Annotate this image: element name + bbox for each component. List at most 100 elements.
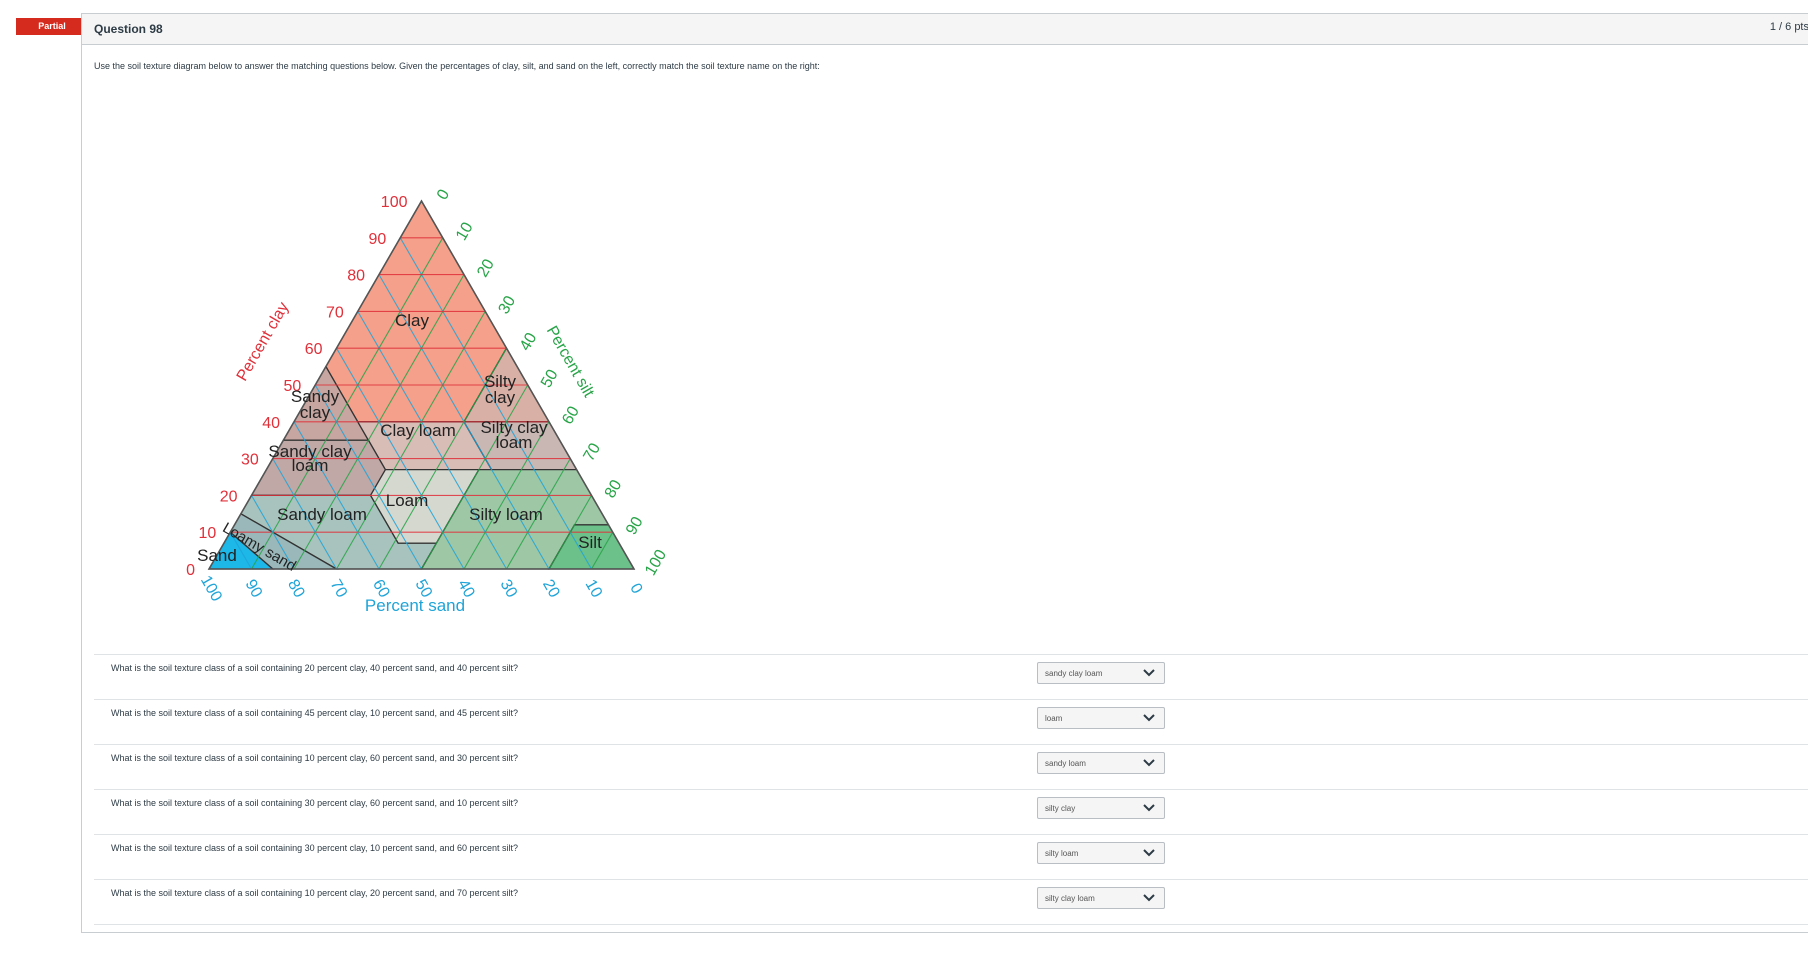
match-prompt: What is the soil texture class of a soil…	[111, 798, 519, 808]
chevron-down-icon	[1143, 669, 1155, 677]
answer-select-value: silty loam	[1045, 849, 1079, 858]
answer-select[interactable]: silty clay loam	[1037, 887, 1165, 909]
question-text: Use the soil texture diagram below to an…	[94, 61, 820, 71]
chevron-down-icon	[1143, 759, 1155, 767]
clay-tick-label: 90	[368, 231, 386, 248]
sand-tick-label: 90	[242, 577, 266, 601]
match-prompt: What is the soil texture class of a soil…	[111, 843, 519, 853]
clay-tick-label: 60	[305, 341, 323, 358]
silt-gridline	[506, 458, 571, 570]
label-silty-clay-loam: Silty clay	[480, 418, 548, 437]
sand-tick-label: 40	[454, 577, 478, 601]
match-row: What is the soil texture class of a soil…	[94, 834, 1808, 879]
label-sand: Sand	[197, 546, 237, 565]
status-badge: Partial	[16, 18, 96, 35]
match-prompt: What is the soil texture class of a soil…	[111, 708, 519, 718]
match-row: What is the soil texture class of a soil…	[94, 879, 1808, 924]
answer-select-value: sandy loam	[1045, 759, 1086, 768]
sand-gridline	[272, 458, 337, 570]
silt-tick-label: 70	[581, 440, 605, 464]
clay-tick-label: 80	[347, 268, 365, 285]
label-silt: Silt	[578, 533, 602, 552]
match-prompt: What is the soil texture class of a soil…	[111, 753, 519, 763]
sand-gridline	[357, 311, 507, 570]
question-panel: Question 98 1 / 6 pts Use the soil textu…	[81, 13, 1808, 933]
silt-tick-label: 80	[602, 477, 626, 501]
label-loam: Loam	[386, 491, 429, 510]
chevron-down-icon	[1143, 849, 1155, 857]
label-silty-clay: Silty	[484, 372, 517, 391]
match-row: What is the soil texture class of a soil…	[94, 699, 1808, 744]
match-row: What is the soil texture class of a soil…	[94, 744, 1808, 789]
silt-tick-label: 60	[559, 404, 583, 428]
clay-tick-label: 100	[381, 194, 408, 211]
chevron-down-icon	[1143, 804, 1155, 812]
label-silty-loam: Silty loam	[469, 505, 543, 524]
match-prompt: What is the soil texture class of a soil…	[111, 663, 519, 673]
silt-tick-label: 50	[538, 367, 562, 391]
question-points: 1 / 6 pts	[1769, 21, 1808, 33]
answer-select-value: loam	[1045, 714, 1063, 723]
clay-tick-label: 0	[186, 562, 195, 579]
label-clay: Clay	[395, 311, 430, 330]
matching-list: What is the soil texture class of a soil…	[94, 654, 1808, 925]
silt-gridline	[463, 421, 550, 570]
sand-tick-label: 10	[582, 577, 606, 601]
sand-tick-label: 50	[412, 577, 436, 601]
clay-axis-label: Percent clay	[234, 299, 293, 384]
sand-tick-label: 0	[626, 581, 645, 597]
question-title: Question 98	[94, 22, 163, 36]
answer-select[interactable]: silty loam	[1037, 842, 1165, 864]
answer-select-value: silty clay loam	[1045, 894, 1095, 903]
label-sandy-clay-loam: loam	[292, 456, 329, 475]
label-clay-loam: Clay loam	[380, 421, 456, 440]
silt-gridline	[251, 237, 444, 570]
clay-tick-label: 10	[198, 525, 216, 542]
answer-select[interactable]: sandy clay loam	[1037, 662, 1165, 684]
silt-tick-label: 100	[642, 547, 670, 579]
label-silty-clay-loam: loam	[496, 433, 533, 452]
label-silty-clay: clay	[485, 388, 516, 407]
silt-tick-label: 40	[517, 330, 541, 354]
answer-select[interactable]: silty clay	[1037, 797, 1165, 819]
chevron-down-icon	[1143, 894, 1155, 902]
silt-tick-label: 20	[474, 256, 498, 280]
silt-gridline	[336, 311, 486, 570]
sand-tick-label: 60	[369, 577, 393, 601]
sand-axis-label: Percent sand	[365, 596, 465, 615]
sand-tick-label: 30	[497, 577, 521, 601]
question-header: Question 98 1 / 6 pts	[82, 14, 1808, 45]
silt-gridline	[548, 495, 592, 570]
label-sandy-clay: clay	[300, 403, 331, 422]
match-prompt: What is the soil texture class of a soil…	[111, 888, 519, 898]
silt-tick-label: 30	[496, 293, 520, 317]
silt-tick-label: 0	[434, 187, 453, 203]
triangle-outline	[207, 199, 636, 570]
answer-select[interactable]: loam	[1037, 707, 1165, 729]
clay-tick-label: 30	[241, 452, 259, 469]
match-row: What is the soil texture class of a soil…	[94, 654, 1808, 699]
sand-gridline	[293, 421, 380, 570]
silt-gridline	[421, 384, 529, 570]
label-sandy-clay: Sandy	[291, 387, 340, 406]
chevron-down-icon	[1143, 714, 1155, 722]
sand-tick-label: 80	[284, 577, 308, 601]
label-sandy-clay-loam: Sandy clay	[268, 442, 352, 461]
sand-tick-label: 70	[327, 577, 351, 601]
match-row: What is the soil texture class of a soil…	[94, 789, 1808, 834]
clay-tick-label: 40	[262, 415, 280, 432]
sand-gridline	[314, 384, 422, 570]
answer-select-value: sandy clay loam	[1045, 669, 1103, 678]
sand-gridline	[399, 237, 592, 570]
sand-gridline	[251, 495, 295, 570]
silt-gridline	[591, 531, 614, 570]
answer-select-value: silty clay	[1045, 804, 1076, 813]
silt-tick-label: 90	[623, 514, 647, 538]
label-sandy-loam: Sandy loam	[277, 505, 367, 524]
answer-select[interactable]: sandy loam	[1037, 752, 1165, 774]
clay-tick-label: 50	[283, 378, 301, 395]
sand-tick-label: 100	[197, 573, 225, 605]
sand-tick-label: 20	[539, 577, 563, 601]
silt-tick-label: 10	[453, 220, 477, 244]
